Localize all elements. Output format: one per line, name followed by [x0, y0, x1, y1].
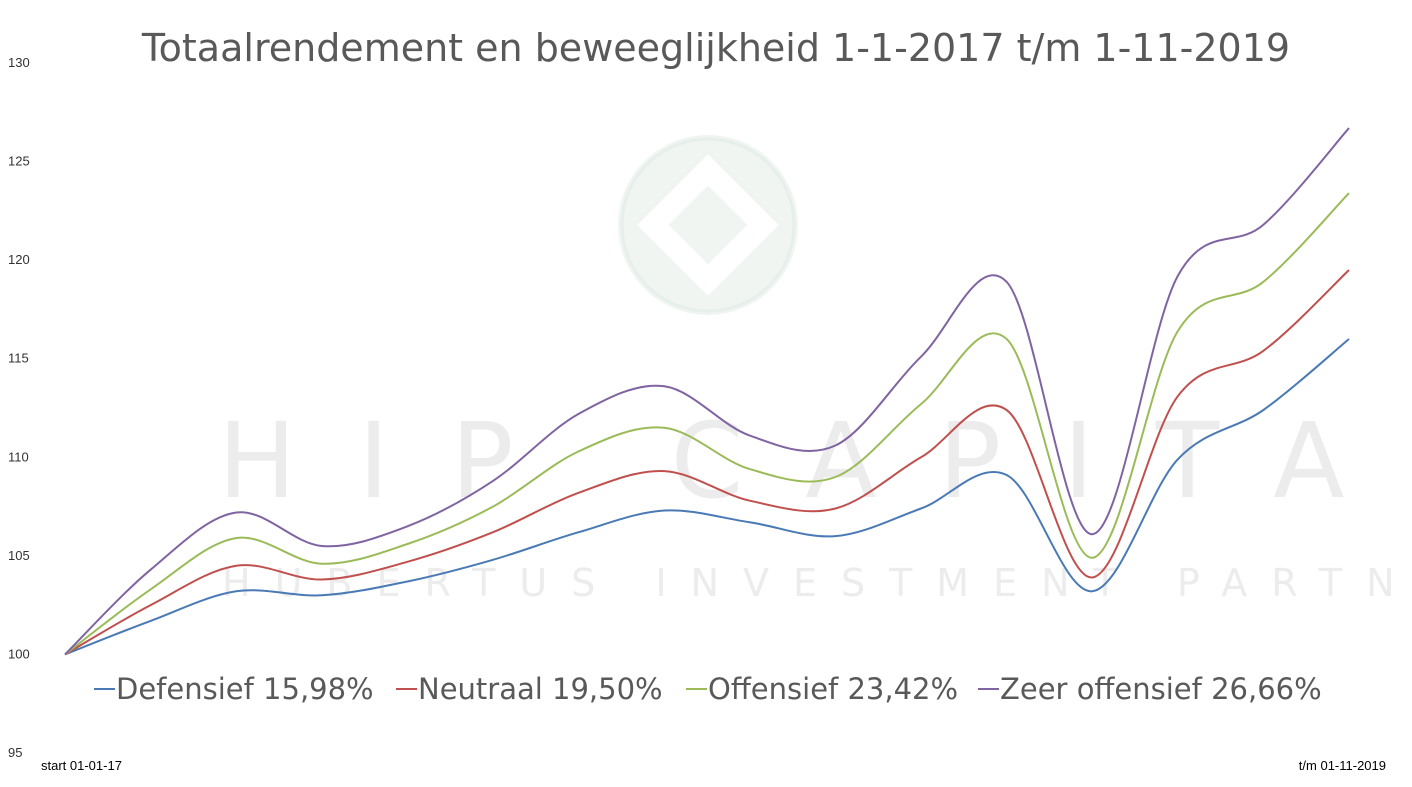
y-tick-label: 100 — [8, 646, 30, 661]
watermark-tagline: HUBERTUS INVESTMENT PARTNERS — [222, 561, 1412, 605]
chart-title: Totaalrendement en beweeglijkheid 1-1-20… — [141, 26, 1290, 70]
y-tick-label: 125 — [8, 154, 30, 169]
watermark-logo-icon — [618, 135, 798, 315]
legend-label-4: Zeer offensief 26,66% — [1000, 672, 1322, 706]
series-line-4 — [64, 127, 1350, 656]
watermark: HIP CAPITAL HUBERTUS INVESTMENT PARTNERS — [218, 135, 1412, 605]
y-tick-label: 115 — [8, 351, 29, 366]
y-tick-label: 95 — [8, 745, 22, 760]
x-tick-label-end: t/m 01-11-2019 — [1299, 758, 1386, 773]
y-axis: 130 125 120 115 110 105 100 95 — [8, 55, 30, 760]
series-line-1 — [64, 338, 1350, 656]
y-tick-label: 120 — [8, 252, 30, 267]
series-layer — [64, 127, 1350, 656]
series-line-2 — [64, 269, 1350, 656]
legend-label-1: Defensief 15,98% — [116, 672, 374, 706]
y-tick-label: 110 — [8, 449, 29, 464]
y-tick-label: 105 — [8, 548, 30, 563]
watermark-brand: HIP CAPITAL — [218, 400, 1412, 522]
x-tick-label-start: start 01-01-17 — [41, 758, 122, 773]
legend: Defensief 15,98% Neutraal 19,50% Offensief… — [94, 672, 1322, 706]
series-line-3 — [64, 192, 1350, 656]
legend-label-3: Offensief 23,42% — [708, 672, 958, 706]
y-tick-label: 130 — [8, 55, 30, 70]
legend-label-2: Neutraal 19,50% — [418, 672, 663, 706]
